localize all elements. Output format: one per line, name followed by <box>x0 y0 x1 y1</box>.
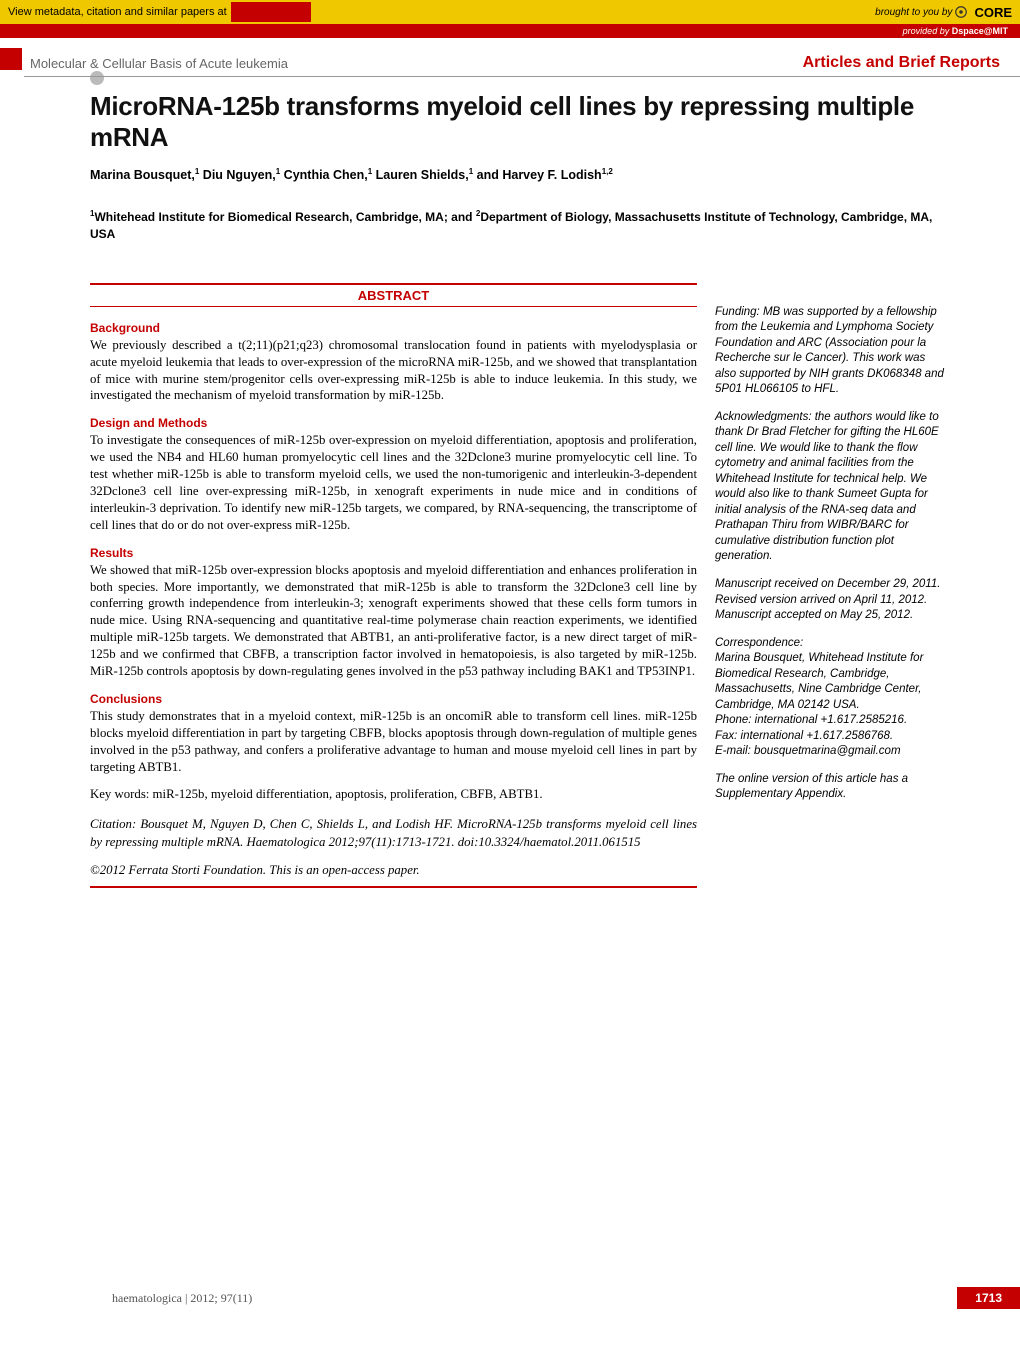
copyright: ©2012 Ferrata Storti Foundation. This is… <box>90 863 697 878</box>
core-logo-text[interactable]: CORE <box>974 5 1012 20</box>
header-line: Molecular & Cellular Basis of Acute leuk… <box>24 48 1020 77</box>
abstract-rule-mid <box>90 306 697 307</box>
header-row: Molecular & Cellular Basis of Acute leuk… <box>0 38 1020 77</box>
abstract-column: ABSTRACT Background We previously descri… <box>90 283 697 888</box>
funding-info: Funding: MB was supported by a fellowshi… <box>715 305 945 398</box>
content-area: MicroRNA-125b transforms myeloid cell li… <box>0 91 1020 888</box>
citation: Citation: Bousquet M, Nguyen D, Chen C, … <box>90 816 697 851</box>
article-type: Articles and Brief Reports <box>803 54 1000 72</box>
authors: Marina Bousquet,1 Diu Nguyen,1 Cynthia C… <box>90 167 945 182</box>
article-title: MicroRNA-125b transforms myeloid cell li… <box>90 91 945 153</box>
two-column-layout: ABSTRACT Background We previously descri… <box>90 283 945 888</box>
page-footer: haematologica | 2012; 97(11) 1713 <box>0 1287 1020 1309</box>
sidebar-column: Funding: MB was supported by a fellowshi… <box>715 283 945 888</box>
provided-label: provided by <box>903 26 952 36</box>
page: View metadata, citation and similar pape… <box>0 0 1020 1347</box>
design-head: Design and Methods <box>90 416 697 430</box>
acknowledgments: Acknowledgments: the authors would like … <box>715 410 945 565</box>
provider-name[interactable]: Dspace@MIT <box>952 26 1008 36</box>
page-number: 1713 <box>957 1287 1020 1309</box>
section-label: Molecular & Cellular Basis of Acute leuk… <box>30 56 288 71</box>
conclusions-head: Conclusions <box>90 692 697 706</box>
keywords: Key words: miR-125b, myeloid differentia… <box>90 787 697 802</box>
metadata-link[interactable]: View metadata, citation and similar pape… <box>8 6 227 18</box>
conclusions-text: This study demonstrates that in a myeloi… <box>90 708 697 776</box>
core-red-block <box>231 2 311 22</box>
provider-bar: provided by Dspace@MIT <box>0 24 1020 38</box>
core-banner: View metadata, citation and similar pape… <box>0 0 1020 24</box>
results-head: Results <box>90 546 697 560</box>
accent-square <box>0 48 22 70</box>
abstract-rule-top <box>90 283 697 285</box>
brought-label: brought to you by <box>875 7 952 18</box>
core-icon <box>954 5 968 19</box>
manuscript-dates: Manuscript received on December 29, 2011… <box>715 577 945 624</box>
abstract-label: ABSTRACT <box>90 288 697 303</box>
core-left: View metadata, citation and similar pape… <box>8 2 311 22</box>
supplementary-note: The online version of this article has a… <box>715 772 945 803</box>
background-head: Background <box>90 321 697 335</box>
background-text: We previously described a t(2;11)(p21;q2… <box>90 337 697 405</box>
results-text: We showed that miR-125b over-expression … <box>90 562 697 680</box>
core-right: brought to you by CORE <box>875 5 1012 20</box>
design-text: To investigate the consequences of miR-1… <box>90 432 697 533</box>
abstract-rule-bottom <box>90 886 697 888</box>
affiliations: 1Whitehead Institute for Biomedical Rese… <box>90 208 945 243</box>
correspondence: Correspondence: Marina Bousquet, Whitehe… <box>715 636 945 760</box>
journal-ref: haematologica | 2012; 97(11) <box>112 1291 252 1306</box>
